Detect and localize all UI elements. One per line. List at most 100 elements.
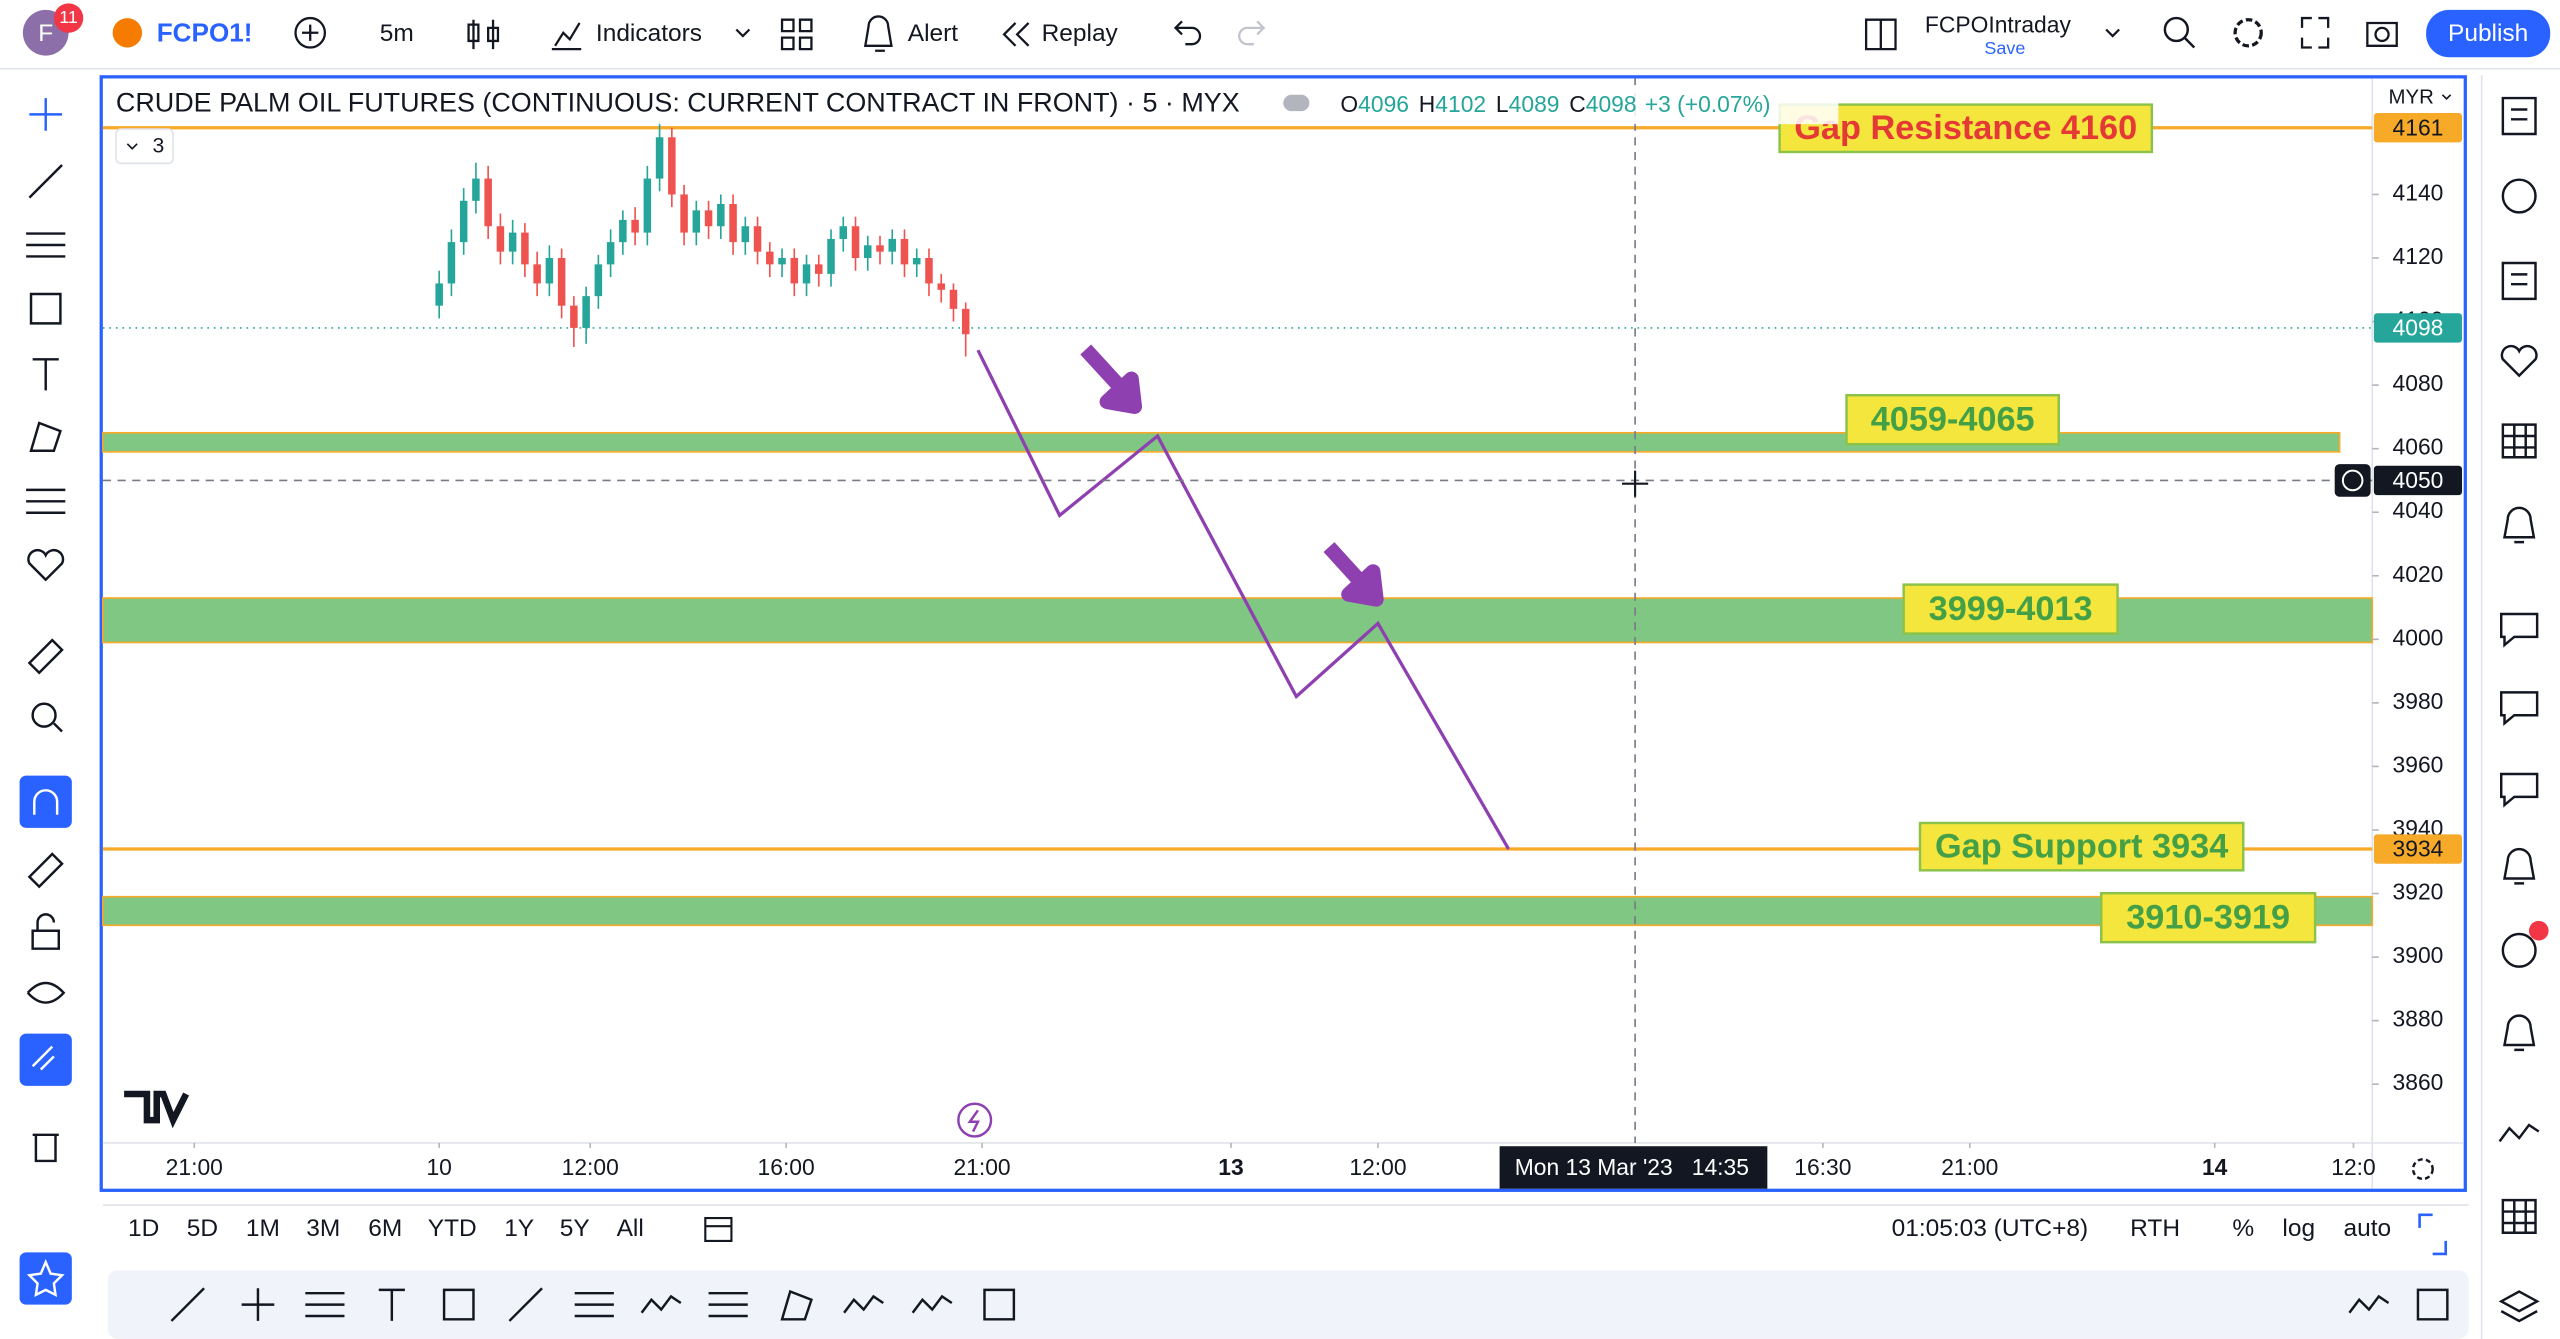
replay-button[interactable]: Replay bbox=[1042, 20, 1119, 47]
lock-tool[interactable] bbox=[31, 913, 60, 950]
drawing-tool[interactable] bbox=[442, 1288, 475, 1321]
currency[interactable]: MYR bbox=[2389, 86, 2434, 108]
range-button[interactable]: YTD bbox=[428, 1215, 477, 1242]
replay-icon[interactable] bbox=[1002, 22, 1030, 47]
undo-button[interactable] bbox=[1173, 20, 1202, 46]
save-button[interactable]: Save bbox=[1984, 38, 2025, 58]
hide-tool[interactable] bbox=[26, 981, 66, 1004]
fib-tool[interactable] bbox=[26, 232, 66, 258]
hidden-indicators-count[interactable]: 3 bbox=[152, 135, 164, 158]
go-to-date-button[interactable] bbox=[704, 1217, 733, 1242]
indicators-toggle[interactable] bbox=[115, 128, 174, 165]
drawing-tool[interactable] bbox=[708, 1291, 748, 1318]
legend-toggle[interactable] bbox=[1283, 94, 1310, 112]
range-button[interactable]: 3M bbox=[306, 1215, 340, 1242]
drawing-tool[interactable] bbox=[305, 1291, 345, 1318]
log-button[interactable]: log bbox=[2282, 1215, 2315, 1242]
event-marker-icon[interactable] bbox=[967, 1109, 980, 1133]
add-alert-button[interactable] bbox=[2334, 464, 2371, 497]
publish-button[interactable] bbox=[2426, 9, 2551, 58]
drawing-tool[interactable] bbox=[241, 1288, 275, 1321]
drawing-tool[interactable] bbox=[2348, 1294, 2390, 1314]
symbol-icon[interactable] bbox=[112, 18, 143, 48]
zoom-tool[interactable] bbox=[31, 702, 63, 733]
prediction-tool[interactable] bbox=[26, 488, 66, 514]
axis-settings-button[interactable] bbox=[2411, 1158, 2434, 1181]
drawing-mode-tool[interactable] bbox=[27, 852, 64, 889]
dom[interactable] bbox=[2501, 1198, 2537, 1234]
remove-tool[interactable] bbox=[32, 1133, 59, 1163]
notes[interactable] bbox=[2500, 772, 2539, 808]
search-button[interactable] bbox=[2163, 16, 2189, 43]
auto-scale-button[interactable] bbox=[2418, 1213, 2448, 1256]
snapshot-button[interactable] bbox=[2366, 21, 2398, 47]
public-chats[interactable] bbox=[2500, 691, 2539, 726]
watchlist-favorites[interactable] bbox=[26, 1259, 65, 1297]
range-button[interactable]: 1Y bbox=[504, 1215, 534, 1242]
pine-editor[interactable] bbox=[2498, 1123, 2540, 1143]
drawing-tool[interactable] bbox=[170, 1287, 205, 1322]
drawing-tool[interactable] bbox=[780, 1289, 813, 1321]
measure-tool[interactable] bbox=[27, 638, 64, 675]
search-handle[interactable] bbox=[2183, 36, 2196, 49]
pattern-tool[interactable] bbox=[29, 421, 62, 452]
range-button[interactable]: 1D bbox=[128, 1215, 159, 1242]
shape-tool[interactable] bbox=[29, 292, 62, 325]
interval[interactable]: 5m bbox=[380, 20, 414, 47]
sync-tool[interactable] bbox=[31, 1045, 55, 1071]
symbol[interactable]: FCPO1! bbox=[157, 17, 253, 47]
notification-count[interactable]: 11 bbox=[59, 7, 78, 27]
notifications[interactable] bbox=[2503, 1014, 2536, 1052]
range-button[interactable]: 6M bbox=[368, 1215, 402, 1242]
text-tool[interactable] bbox=[32, 358, 59, 391]
crosshair-tool[interactable] bbox=[29, 98, 63, 131]
ideas[interactable] bbox=[2503, 506, 2536, 544]
indicators-toggle-chevron[interactable] bbox=[126, 143, 138, 150]
indicators-icon[interactable] bbox=[551, 22, 582, 51]
alert-button[interactable]: Alert bbox=[908, 20, 959, 47]
magnet-tool[interactable] bbox=[33, 789, 59, 815]
drawing-tool[interactable] bbox=[574, 1291, 614, 1318]
compare-button[interactable] bbox=[294, 16, 327, 49]
notification-badge[interactable] bbox=[53, 3, 84, 33]
alerts[interactable] bbox=[2501, 178, 2537, 214]
fullscreen-button[interactable] bbox=[2300, 16, 2330, 49]
chats[interactable] bbox=[2500, 612, 2539, 648]
snapshot-lens[interactable] bbox=[2374, 26, 2390, 43]
drawing-tool[interactable] bbox=[911, 1294, 953, 1314]
layout-panel-button[interactable] bbox=[1864, 18, 1897, 51]
currency-dropdown[interactable] bbox=[2441, 94, 2452, 101]
drawing-tool[interactable] bbox=[378, 1288, 405, 1321]
avatar-letter[interactable]: F bbox=[38, 20, 53, 47]
drawing-tool[interactable] bbox=[508, 1287, 543, 1322]
streams[interactable] bbox=[2503, 847, 2536, 885]
drawing-tool[interactable] bbox=[983, 1288, 1016, 1321]
layers[interactable] bbox=[2498, 1290, 2540, 1323]
magnet-active-bg[interactable] bbox=[19, 775, 72, 828]
chart-type-button[interactable] bbox=[467, 19, 500, 50]
drawing-tool[interactable] bbox=[2416, 1288, 2449, 1321]
favorites-tool[interactable] bbox=[27, 548, 65, 582]
alert-icon[interactable] bbox=[863, 15, 893, 52]
compare-plus[interactable] bbox=[302, 24, 319, 41]
templates-button[interactable] bbox=[780, 18, 813, 51]
indicators-button[interactable]: Indicators bbox=[596, 20, 702, 47]
hotlists[interactable] bbox=[2500, 344, 2538, 378]
range-button[interactable]: All bbox=[617, 1215, 644, 1242]
auto-button[interactable]: auto bbox=[2344, 1215, 2392, 1242]
drawing-tool[interactable] bbox=[640, 1294, 682, 1314]
watchlist[interactable] bbox=[2501, 96, 2537, 136]
publish-label[interactable]: Publish bbox=[2448, 20, 2528, 47]
drawing-tool[interactable] bbox=[843, 1294, 884, 1314]
range-button[interactable]: 5Y bbox=[560, 1215, 590, 1242]
favorites-bg[interactable] bbox=[19, 1252, 72, 1305]
layout-name[interactable]: FCPOIntraday bbox=[1925, 11, 2072, 37]
indicators-dropdown[interactable] bbox=[735, 28, 751, 38]
range-button[interactable]: 1M bbox=[246, 1215, 280, 1242]
live[interactable] bbox=[2501, 932, 2537, 968]
percent-button[interactable]: % bbox=[2232, 1215, 2254, 1242]
layout-dropdown[interactable] bbox=[2105, 28, 2120, 38]
tradingview-logo[interactable] bbox=[124, 1090, 190, 1129]
add-alert-icon[interactable] bbox=[2341, 469, 2364, 492]
calendar[interactable] bbox=[2501, 423, 2537, 459]
